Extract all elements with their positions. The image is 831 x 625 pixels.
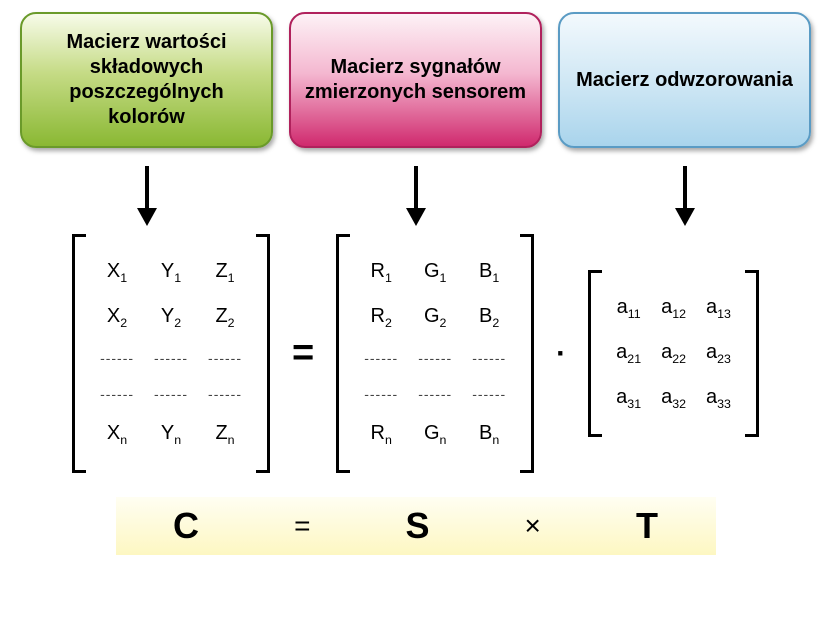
matrix-dashes: ------ — [90, 376, 144, 412]
box-matrix-c-label: Macierz wartości składowych poszczególny… — [20, 12, 273, 148]
matrix-cell: a31 — [606, 376, 651, 421]
matrix-cell: R1 — [354, 250, 408, 295]
matrix-cell: a33 — [696, 376, 741, 421]
matrix-cell: a32 — [651, 376, 696, 421]
arrow-down-icon — [12, 166, 281, 226]
bracket-left-icon — [336, 234, 350, 473]
matrix-cell: a21 — [606, 331, 651, 376]
matrix-cell: Bn — [462, 412, 516, 457]
dot-operator: · — [552, 337, 570, 371]
matrix-dashes: ------ — [144, 340, 198, 376]
matrix-cell: B2 — [462, 295, 516, 340]
matrix-dashes: ------ — [198, 340, 252, 376]
matrices-row: X1Y1Z1X2Y2Z2----------------------------… — [12, 234, 819, 473]
matrix-dashes: ------ — [462, 340, 516, 376]
summary-c: C — [173, 505, 199, 547]
bracket-right-icon — [256, 234, 270, 473]
matrix-cell: G2 — [408, 295, 462, 340]
matrix-cell: a22 — [651, 331, 696, 376]
matrix-s-table: R1G1B1R2G2B2----------------------------… — [354, 250, 516, 457]
summary-t: T — [636, 505, 658, 547]
summary-equals: = — [294, 510, 310, 542]
box-matrix-s-label: Macierz sygnałów zmierzonych sensorem — [289, 12, 542, 148]
matrix-cell: Gn — [408, 412, 462, 457]
matrix-cell: Y2 — [144, 295, 198, 340]
bracket-left-icon — [72, 234, 86, 473]
matrix-cell: Zn — [198, 412, 252, 457]
summary-equation: C = S × T — [116, 497, 716, 555]
matrix-cell: R2 — [354, 295, 408, 340]
matrix-dashes: ------ — [408, 376, 462, 412]
matrix-cell: Y1 — [144, 250, 198, 295]
equals-operator: = — [288, 332, 318, 375]
matrix-cell: Rn — [354, 412, 408, 457]
matrix-dashes: ------ — [462, 376, 516, 412]
matrix-cell: a13 — [696, 286, 741, 331]
matrix-cell: a12 — [651, 286, 696, 331]
matrix-c: X1Y1Z1X2Y2Z2----------------------------… — [72, 234, 270, 473]
arrow-down-icon — [550, 166, 819, 226]
matrix-dashes: ------ — [90, 340, 144, 376]
matrix-dashes: ------ — [354, 376, 408, 412]
matrix-dashes: ------ — [354, 340, 408, 376]
matrix-cell: G1 — [408, 250, 462, 295]
bracket-right-icon — [745, 270, 759, 437]
matrix-cell: Z2 — [198, 295, 252, 340]
matrix-dashes: ------ — [408, 340, 462, 376]
matrix-t: a11a12a13 a21a22a23 a31a32a33 — [588, 270, 759, 437]
matrix-cell: Xn — [90, 412, 144, 457]
bracket-right-icon — [520, 234, 534, 473]
matrix-cell: Z1 — [198, 250, 252, 295]
box-matrix-t-label: Macierz odwzorowania — [558, 12, 811, 148]
bracket-left-icon — [588, 270, 602, 437]
label-boxes-row: Macierz wartości składowych poszczególny… — [12, 12, 819, 148]
matrix-s: R1G1B1R2G2B2----------------------------… — [336, 234, 534, 473]
matrix-cell: X2 — [90, 295, 144, 340]
matrix-dashes: ------ — [144, 376, 198, 412]
matrix-cell: a23 — [696, 331, 741, 376]
summary-s: S — [405, 505, 429, 547]
matrix-cell: X1 — [90, 250, 144, 295]
arrows-row — [12, 166, 819, 226]
matrix-dashes: ------ — [198, 376, 252, 412]
summary-times: × — [525, 510, 541, 542]
arrow-down-icon — [281, 166, 550, 226]
matrix-cell: a11 — [606, 286, 651, 331]
matrix-cell: B1 — [462, 250, 516, 295]
matrix-c-table: X1Y1Z1X2Y2Z2----------------------------… — [90, 250, 252, 457]
matrix-t-table: a11a12a13 a21a22a23 a31a32a33 — [606, 286, 741, 421]
matrix-cell: Yn — [144, 412, 198, 457]
